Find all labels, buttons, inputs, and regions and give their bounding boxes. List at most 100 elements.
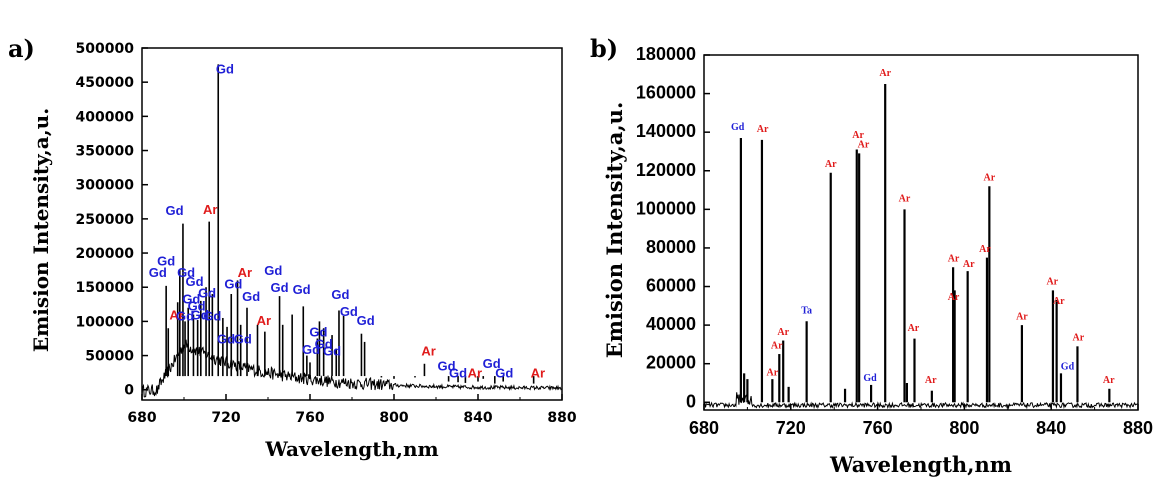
x-tick-label: 720 [211,410,240,426]
peak-label-ar: Ar [238,265,252,280]
peak-label-ar: Ar [1072,333,1084,344]
x-tick-label: 680 [689,418,719,438]
peak-label-gd: Gd [357,313,375,328]
x-tick-label: 680 [127,410,156,426]
peak-label-ar: Ar [421,344,435,359]
peak-label-ar: Ar [963,259,975,270]
peak-label-ar: Ar [771,340,783,351]
y-tick-label: 450000 [76,75,135,91]
peak-label-gd: Gd [315,337,333,352]
peak-label-ar: Ar [825,159,837,170]
panel-b-x-axis: 680 720 760 800 840 880 [689,404,1153,438]
peak-label-gd: Gd [340,304,358,319]
panel-b-peaks [739,83,1111,403]
peak-label-gd: Gd [188,298,206,313]
peak-label-gd: Gd [731,122,745,133]
y-tick-label: 150000 [76,280,135,296]
peak-label-gd: Gd [149,265,167,280]
peak-label-ar: Ar [948,253,960,264]
x-tick-label: 840 [1036,418,1066,438]
x-tick-label: 880 [547,410,576,426]
y-tick-label: 20000 [646,353,696,373]
peak-label-ar: Ar [879,68,891,79]
panel-a-tag: a) [8,34,35,63]
y-tick-label: 80000 [646,237,696,257]
peak-label-ar: Ar [257,313,271,328]
y-tick-label: 160000 [636,83,696,103]
panel-a-spectrum: a) 680 720 760 800 840 880 0 50000 100000 150000… [8,34,577,461]
y-tick-label: 180000 [636,44,696,64]
y-tick-label: 500000 [76,41,135,57]
x-tick-label: 880 [1123,418,1153,438]
peak-label-gd: Gd [309,324,327,339]
peak-label-ar: Ar [1103,375,1115,386]
peak-label-gd: Gd [242,289,260,304]
peak-label-ar: Ar [1016,311,1028,322]
panel-a-peaks [165,64,535,384]
panel-b-tag: b) [590,34,618,63]
panel-b-trace [704,392,1138,410]
peak-label-gd: Gd [323,344,341,359]
peak-label-ar: Ar [948,292,960,303]
peak-label-gd: Gd [293,282,311,297]
peak-label-ar: Ar [757,124,769,135]
panel-b-spectrum: b) 680 720 760 800 840 880 0 20000 40000 60000 80… [590,34,1153,477]
peak-label-gd: Gd [191,307,209,322]
peak-label-ar: Ar [908,323,920,334]
panel-a-x-axis: 680 720 760 800 840 880 [127,394,577,426]
peak-label-gd: Gd [185,274,203,289]
y-tick-label: 100000 [76,314,135,330]
y-tick-label: 300000 [76,178,135,194]
panel-b-frame [703,54,1139,411]
peak-label-gd: Gd [176,309,194,324]
peak-label-gd: Gd [331,287,349,302]
panel-a-peak-labels: GdGdArGdGdGdGdGdGdGdGdGdArGdGdGdArGdGdAr… [149,61,545,380]
panel-a-y-axis-title: Emision Intensity,a,u. [29,108,53,352]
peak-label-ar: Ar [767,367,779,378]
peak-label-gd: Gd [495,365,513,380]
peak-label-gd: Gd [264,263,282,278]
panel-b-y-axis-title: Emision Intensity,a,u. [602,102,627,359]
peak-label-gd: Gd [198,285,216,300]
peak-label-gd: Gd [437,359,455,374]
peak-label-ar: Ar [1053,296,1065,307]
y-tick-label: 100000 [636,198,696,218]
x-tick-label: 720 [776,418,806,438]
x-tick-label: 800 [949,418,979,438]
peak-label-ar: Ar [169,307,183,322]
y-tick-label: 50000 [85,349,134,365]
panel-a-frame [141,47,563,401]
x-tick-label: 800 [379,410,408,426]
peak-label-gd: Gd [483,356,501,371]
peak-label-ar: Ar [984,172,996,183]
peak-label-gd: Gd [216,61,234,76]
peak-label-gd: Gd [177,265,195,280]
x-tick-label: 760 [295,410,324,426]
peak-label-ta: Ta [801,306,812,317]
y-tick-label: 350000 [76,144,135,160]
peak-label-gd: Gd [1061,361,1075,372]
peak-label-gd: Gd [863,373,877,384]
y-tick-label: 200000 [76,246,135,262]
peak-label-gd: Gd [271,280,289,295]
peak-label-gd: Gd [203,309,221,324]
peak-label-ar: Ar [899,194,911,205]
peak-label-ar: Ar [1046,277,1058,288]
y-tick-label: 40000 [646,314,696,334]
y-tick-label: 60000 [646,276,696,296]
peak-label-ar: Ar [777,327,789,338]
y-tick-label: 0 [686,391,696,411]
panel-b-x-axis-title: Wavelength,nm [829,452,1012,477]
peak-label-gd: Gd [234,331,252,346]
spectrum-baseline [704,392,1138,410]
peak-label-ar: Ar [852,130,864,141]
peak-label-ar: Ar [203,202,217,217]
peak-label-gd: Gd [166,203,184,218]
peak-label-ar: Ar [979,244,991,255]
x-tick-label: 760 [863,418,893,438]
peak-label-ar: Ar [858,140,870,151]
panel-a-y-axis: 0 50000 100000 150000 200000 250000 300000 3500… [76,41,148,399]
panel-b-peak-labels: Gd ArArArArTaArArArGdArArArArArArArArArAr… [731,68,1115,386]
peak-label-ar: Ar [925,375,937,386]
